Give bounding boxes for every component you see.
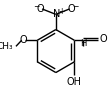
Text: −: − xyxy=(33,2,39,11)
Text: N: N xyxy=(53,9,60,19)
Text: H: H xyxy=(80,39,86,48)
Text: OH: OH xyxy=(67,77,82,87)
Text: O: O xyxy=(19,35,27,45)
Text: O: O xyxy=(100,34,107,44)
Text: O: O xyxy=(37,4,44,14)
Text: +: + xyxy=(58,7,64,16)
Text: CH₃: CH₃ xyxy=(0,42,13,51)
Text: O: O xyxy=(67,4,75,14)
Text: −: − xyxy=(73,2,79,11)
